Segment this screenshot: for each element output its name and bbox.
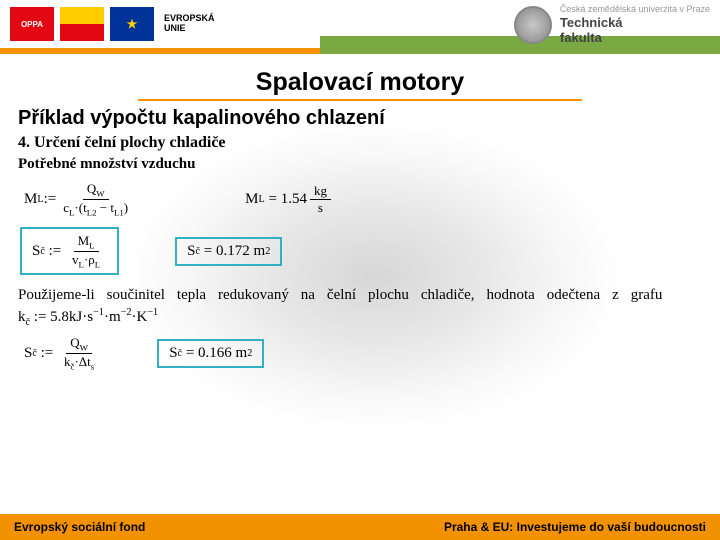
eq3-unit: m — [236, 345, 248, 362]
subsection-heading: Potřebné množství vzduchu — [18, 156, 702, 173]
subtitle: Příklad výpočtu kapalinového chlazení — [18, 107, 702, 130]
eq2-unit-sup: 2 — [265, 246, 270, 257]
paragraph: Použijeme-li součinitel tepla redukovaný… — [18, 285, 702, 329]
kc-e4: −1 — [147, 307, 158, 318]
orange-bar — [0, 48, 320, 54]
eq1-lhs-var: M — [24, 191, 37, 208]
eq3-unit-sup: 2 — [247, 348, 252, 359]
footer-left: Evropský sociální fond — [14, 520, 145, 534]
eq2-den-b-sub: L — [95, 259, 100, 269]
eq3-res: S — [169, 345, 177, 362]
kc-var: k — [18, 309, 26, 325]
oppa-logo: OPPA — [10, 7, 54, 41]
eu-flag-icon: ★ — [110, 7, 154, 41]
kc-e2: −1 — [93, 307, 104, 318]
eq1-num: Q — [87, 181, 96, 196]
praha-logo — [60, 7, 104, 41]
eq3-den-b: Δt — [79, 354, 91, 369]
kc-u3: m — [109, 309, 121, 325]
eq2-num: M — [78, 233, 90, 248]
eq1-assign: := — [44, 191, 57, 208]
kc-u1: kJ — [69, 309, 82, 325]
equation-row-3: Sč := QW kč·Δts Sč = 0.166 m2 — [18, 335, 702, 371]
slide-header: OPPA ★ EVROPSKÁ UNIE Česká zemědělská un… — [0, 0, 720, 60]
main-title: Spalovací motory — [138, 64, 582, 101]
slide-footer: Evropský sociální fond Praha & EU: Inves… — [0, 514, 720, 540]
eq2-num-sub: L — [89, 241, 94, 251]
eq1-den-c-sub: L1 — [114, 207, 124, 217]
eq3-lhs: S — [24, 345, 32, 362]
faculty-line1: Technická — [560, 15, 623, 30]
eq2-den-a-sub: L — [79, 259, 84, 269]
eq1-res-sub: L — [258, 194, 264, 205]
university-text: Česká zemědělská univerzita v Praze Tech… — [560, 4, 710, 46]
eq3-num: Q — [70, 335, 79, 350]
eq1-unit-num: kg — [310, 183, 331, 200]
eq2-lhs-sub: č — [40, 246, 45, 257]
eu-line2: UNIE — [164, 24, 215, 34]
university-logo-icon — [514, 6, 552, 44]
header-logos: OPPA ★ EVROPSKÁ UNIE — [0, 0, 320, 48]
eq1-unit-den: s — [314, 200, 327, 216]
faculty-line2: fakulta — [560, 30, 602, 45]
eq3-res-sub: č — [178, 348, 183, 359]
eq3-num-sub: W — [80, 343, 88, 353]
eq1-den-b-sub: L2 — [87, 207, 97, 217]
university-name: Česká zemědělská univerzita v Praze — [560, 4, 710, 15]
eq2-unit: m — [254, 243, 266, 260]
eq1-num-sub: W — [96, 189, 104, 199]
equation-row-2: Sč := ML vL·ρL Sč = 0.172 m2 — [18, 227, 702, 275]
footer-right: Praha & EU: Investujeme do vaší budoucno… — [444, 520, 706, 534]
eu-label: EVROPSKÁ UNIE — [164, 14, 215, 34]
slide-content: Spalovací motory Příklad výpočtu kapalin… — [0, 60, 720, 510]
eq2-lhs: S — [32, 243, 40, 260]
section-heading: 4. Určení čelní plochy chladiče — [18, 134, 702, 152]
eq2-res-sub: č — [196, 246, 201, 257]
eq3-lhs-sub: č — [32, 348, 37, 359]
eq3-res-val: 0.166 — [198, 345, 232, 362]
university-block: Česká zemědělská univerzita v Praze Tech… — [514, 4, 710, 46]
eq3-den-b-sub: s — [91, 362, 94, 372]
eq3-den-a-sub: č — [71, 362, 75, 372]
equation-row-1: ML := QW cL·(tL2 − tL1) ML = 1.54 kg s — [18, 181, 702, 217]
kc-u4: K — [136, 309, 147, 325]
eq2-res: S — [187, 243, 195, 260]
para-text: Použijeme-li součinitel tepla redukovaný… — [18, 287, 662, 303]
kc-sub: č — [26, 317, 31, 328]
kc-e3: −2 — [121, 307, 132, 318]
eq1-res-var: M — [245, 191, 258, 208]
kc-val: 5.8 — [50, 309, 69, 325]
eq1-den-a-sub: L — [69, 207, 74, 217]
eq1-res-val: 1.54 — [281, 191, 307, 208]
eq2-res-val: 0.172 — [216, 243, 250, 260]
